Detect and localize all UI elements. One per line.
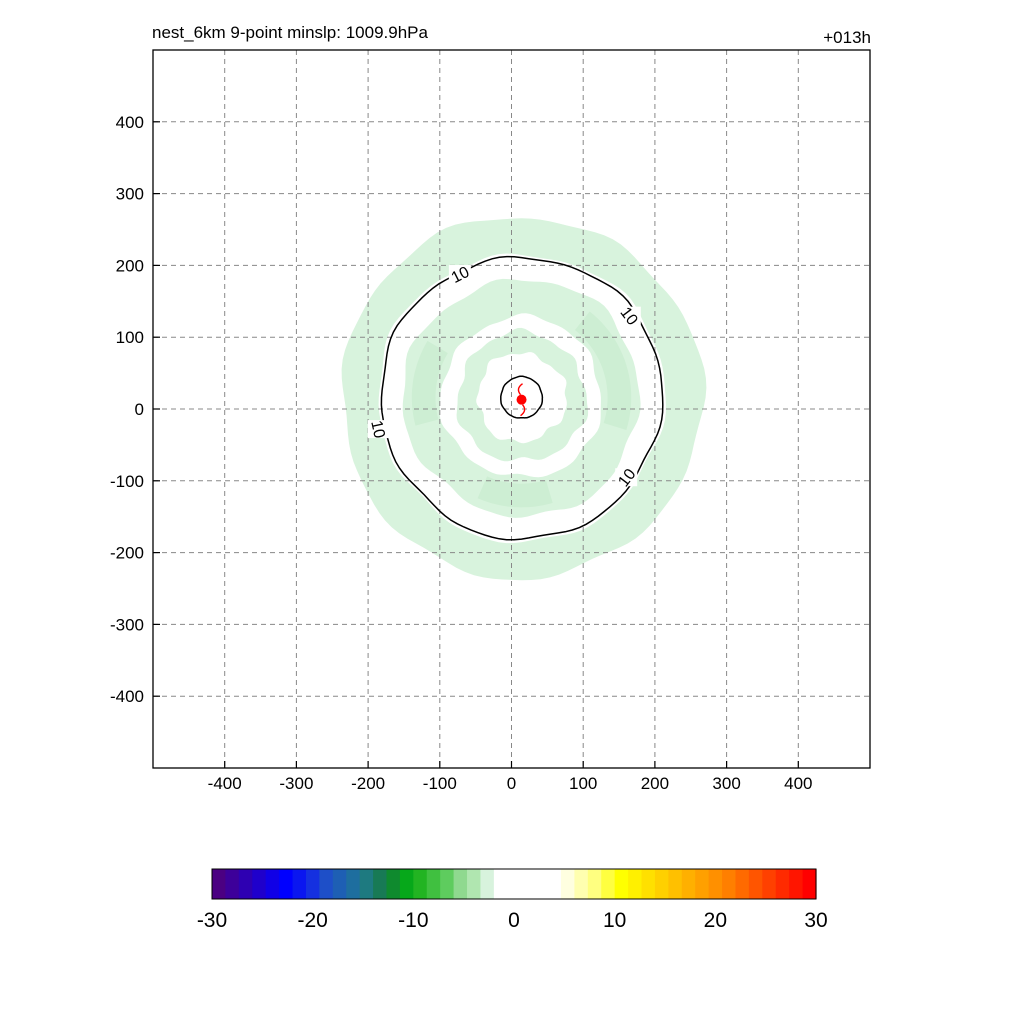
- colorbar-segment: [654, 869, 669, 899]
- colorbar-segment: [212, 869, 227, 899]
- colorbar-segment: [722, 869, 737, 899]
- colorbar-segment: [265, 869, 280, 899]
- y-tick-label: 400: [116, 113, 144, 132]
- colorbar-segment: [480, 869, 495, 899]
- colorbar-segment: [628, 869, 643, 899]
- colorbar-tick-label: -30: [197, 909, 227, 932]
- colorbar-segment: [547, 869, 562, 899]
- x-tick-label: -100: [423, 774, 457, 793]
- colorbar-segment: [507, 869, 522, 899]
- colorbar-segment: [225, 869, 240, 899]
- contour-label: 10: [449, 264, 473, 287]
- colorbar-segment: [802, 869, 817, 899]
- colorbar-segment: [681, 869, 696, 899]
- plot-background: [153, 50, 870, 768]
- colorbar-segment: [775, 869, 790, 899]
- colorbar-segment: [305, 869, 320, 899]
- colorbar-segment: [493, 869, 508, 899]
- y-tick-label: 100: [116, 328, 144, 347]
- shaded-field: [341, 218, 707, 581]
- colorbar-segment: [319, 869, 334, 899]
- colorbar-segment: [346, 869, 361, 899]
- contour-label: 10: [367, 419, 387, 440]
- contour-10: [380, 255, 664, 541]
- contour-label-bg: [367, 420, 390, 439]
- colorbar-segment: [399, 869, 414, 899]
- x-axis-ticks: -400 -300 -200 -100 0 100 200 300 400: [208, 761, 812, 793]
- colorbar-segment: [735, 869, 750, 899]
- colorbar-segment: [601, 869, 616, 899]
- colorbar-segment: [789, 869, 804, 899]
- colorbar-segment: [534, 869, 549, 899]
- shaded-patch: [477, 476, 553, 508]
- colorbar-segment: [426, 869, 441, 899]
- colorbar-segment: [708, 869, 723, 899]
- colorbar: -30 -20 -10 0 10 20 30: [197, 868, 828, 932]
- colorbar-segment: [641, 869, 656, 899]
- x-tick-label: 0: [507, 774, 516, 793]
- colorbar-segment: [467, 869, 482, 899]
- colorbar-segment: [413, 869, 428, 899]
- colorbar-segment: [252, 869, 267, 899]
- colorbar-tick-label: 20: [704, 909, 727, 932]
- shaded-patch: [575, 311, 632, 430]
- y-tick-label: 200: [116, 256, 144, 275]
- colorbar-segment: [359, 869, 374, 899]
- colorbar-segment: [238, 869, 253, 899]
- cyclone-arm-icon: [517, 383, 523, 396]
- x-tick-label: -200: [351, 774, 385, 793]
- y-tick-label: 300: [116, 185, 144, 204]
- x-tick-label: 100: [569, 774, 597, 793]
- colorbar-segment: [587, 869, 602, 899]
- contour-label-bg: [618, 306, 641, 325]
- colorbar-segment: [668, 869, 683, 899]
- y-tick-label: -200: [110, 544, 144, 563]
- shaded-patch: [411, 340, 448, 426]
- x-tick-label: 300: [712, 774, 740, 793]
- middle-ring: [402, 278, 641, 518]
- colorbar-segment: [332, 869, 347, 899]
- colorbar-tick-label: -20: [297, 909, 327, 932]
- contour-inner: [500, 375, 544, 419]
- x-tick-label: -300: [279, 774, 313, 793]
- colorbar-segment: [762, 869, 777, 899]
- colorbar-segment: [574, 869, 589, 899]
- colorbar-segment: [373, 869, 388, 899]
- colorbar-segment: [453, 869, 468, 899]
- y-axis-ticks: -400 -300 -200 -100 0 100 200 300 400: [110, 113, 160, 706]
- colorbar-segment: [560, 869, 575, 899]
- colorbar-segment: [748, 869, 763, 899]
- x-tick-label: 400: [784, 774, 812, 793]
- y-tick-label: 0: [135, 400, 144, 419]
- colorbar-segment: [279, 869, 294, 899]
- x-tick-label: 200: [641, 774, 669, 793]
- y-tick-label: -300: [110, 615, 144, 634]
- y-tick-label: -100: [110, 472, 144, 491]
- contour-label-bg: [448, 265, 471, 284]
- storm-center-marker: [516, 394, 527, 405]
- colorbar-segment: [614, 869, 629, 899]
- colorbar-segment: [386, 869, 401, 899]
- colorbar-segment: [695, 869, 710, 899]
- colorbar-tick-label: 10: [603, 909, 626, 932]
- contour-label-bg: [615, 468, 638, 487]
- colorbar-frame: [211, 868, 817, 900]
- colorbar-segment: [520, 869, 535, 899]
- colorbar-tick-label: 30: [804, 909, 827, 932]
- x-tick-label: -400: [208, 774, 242, 793]
- inner-ring: [456, 327, 589, 462]
- gridlines: [153, 50, 870, 768]
- colorbar-segment: [292, 869, 307, 899]
- colorbar-tick-label: 0: [508, 909, 520, 932]
- colorbar-tick-label: -10: [398, 909, 428, 932]
- cyclone-arm-icon: [520, 404, 526, 417]
- colorbar-segment: [440, 869, 455, 899]
- chart-title: nest_6km 9-point minslp: 1009.9hPa: [152, 23, 428, 42]
- storm-marker-group: [516, 383, 527, 417]
- y-tick-label: -400: [110, 687, 144, 706]
- forecast-hour-label: +013h: [823, 28, 871, 47]
